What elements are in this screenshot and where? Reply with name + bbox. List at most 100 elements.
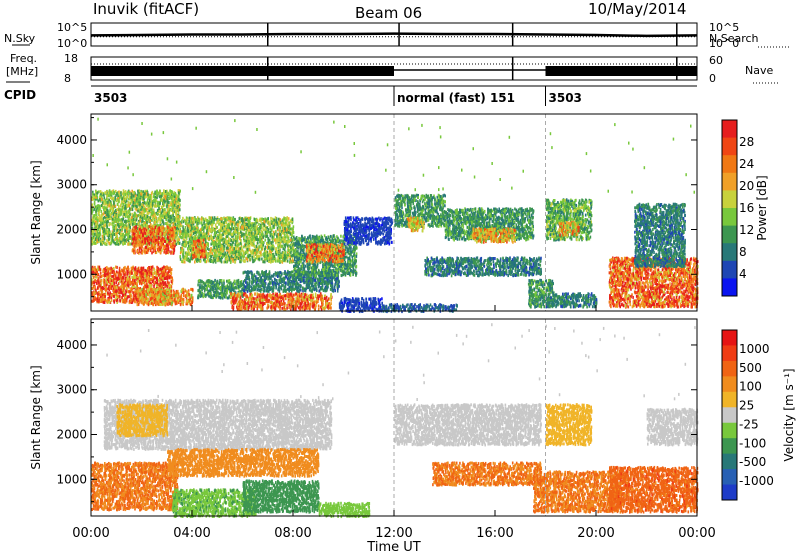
scatter-pixel [309,297,312,301]
scatter-pixel [372,303,375,307]
scatter-pixel [306,298,309,302]
scatter-pixel [141,299,144,303]
scatter-pixel [129,287,132,291]
scatter-pixel [305,283,308,287]
scatter-pixel [223,284,225,288]
scatter-pixel [163,272,165,276]
scatter-pixel [132,285,134,289]
scatter-pixel [212,288,214,292]
scatter-pixel [282,294,285,298]
scatter-pixel [347,298,350,302]
scatter-pixel [233,279,236,283]
scatter-pixel [325,275,327,279]
scatter-pixel [93,295,96,299]
scatter-pixel [179,299,182,303]
scatter-pixel [265,289,268,293]
scatter-pixel [115,272,117,276]
scatter-pixel [134,279,136,283]
scatter-pixel [253,305,256,309]
scatter-pixel [232,299,234,303]
scatter-pixel [243,307,246,311]
scatter-pixel [115,281,118,285]
scatter-pixel [311,278,314,282]
scatter-pixel [207,284,210,288]
scatter-pixel [108,275,110,279]
scatter-pixel [147,303,150,307]
scatter-pixel [270,296,273,300]
scatter-pixel [102,298,105,302]
scatter-pixel [105,288,108,292]
scatter-pixel [115,276,118,280]
scatter-pixel [91,271,93,275]
scatter-pixel [125,267,128,271]
scatter-pixel [325,273,327,277]
scatter-pixel [138,280,141,284]
scatter-pixel [287,271,290,275]
scatter-pixel [159,267,161,271]
scatter-pixel [105,268,107,272]
scatter-pixel [312,293,314,297]
scatter-pixel [374,305,376,309]
scatter-pixel [260,304,262,308]
scatter-pixel [248,270,251,274]
scatter-pixel [248,284,250,288]
scatter-pixel [250,286,253,289]
scatter-pixel [298,276,300,280]
scatter-pixel [409,304,411,308]
scatter-pixel [325,299,328,303]
scatter-pixel [241,301,244,304]
scatter-pixel [180,293,183,297]
scatter-pixel [91,283,93,287]
scatter-pixel [157,273,160,277]
scatter-pixel [136,269,139,273]
scatter-pixel [146,282,148,286]
scatter-pixel [404,306,406,310]
scatter-pixel [213,294,215,297]
scatter-pixel [248,278,251,282]
scatter-pixel [291,285,294,289]
scatter-pixel [224,289,226,293]
scatter-pixel [328,279,331,283]
scatter-pixel [163,296,166,300]
scatter-pixel [303,302,305,306]
scatter-pixel [244,285,247,289]
scatter-pixel [169,266,171,270]
scatter-pixel [170,289,172,293]
scatter-pixel [299,307,301,311]
scatter-pixel [259,305,262,309]
scatter-pixel [275,283,277,287]
scatter-pixel [302,276,304,280]
scatter-pixel [91,277,93,281]
scatter-pixel [293,282,296,286]
scatter-pixel [322,302,324,306]
scatter-pixel [155,273,157,277]
scatter-pixel [153,298,156,302]
scatter-pixel [304,298,306,302]
scatter-pixel [107,270,110,274]
scatter-pixel [143,285,146,289]
scatter-pixel [291,280,293,284]
scatter-pixel [265,295,267,299]
scatter-pixel [133,275,135,279]
scatter-pixel [122,276,124,279]
scatter-pixel [292,307,295,311]
scatter-pixel [149,281,152,285]
scatter-pixel [312,275,315,279]
scatter-pixel [106,272,108,276]
freq-band [91,66,394,76]
scatter-pixel [429,303,432,307]
scatter-pixel [338,305,341,309]
scatter-pixel [199,283,201,287]
scatter-pixel [315,281,317,285]
scatter-pixel [334,289,336,293]
scatter-pixel [295,304,298,308]
scatter-pixel [238,289,240,293]
scatter-pixel [216,286,219,290]
scatter-pixel [101,286,104,289]
scatter-pixel [255,275,257,279]
scatter-pixel [270,281,272,285]
scatter-pixel [119,270,122,274]
scatter-pixel [123,283,126,287]
scatter-pixel [311,284,313,288]
scatter-pixel [142,272,144,276]
